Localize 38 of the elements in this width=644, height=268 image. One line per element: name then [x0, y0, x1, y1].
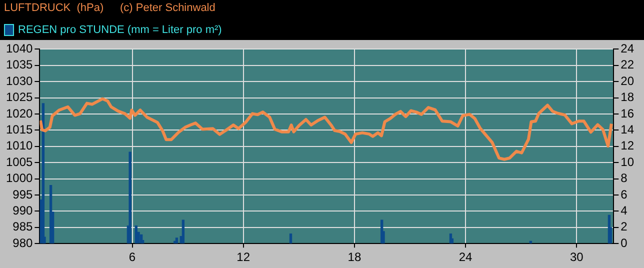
y-tick-label: 1000	[6, 171, 34, 186]
x-tick-label: 12	[236, 250, 250, 264]
bar	[289, 234, 292, 244]
bar	[128, 152, 132, 244]
y-tick-label: 985	[12, 220, 34, 234]
y2-tick-label: 10	[620, 154, 634, 169]
y-tick-label: 1020	[6, 106, 34, 120]
bar	[175, 238, 178, 244]
x-tick-label: 6	[128, 250, 136, 264]
y2-tick-label: 16	[620, 106, 634, 120]
y2-tick-label: 22	[620, 58, 634, 72]
y-tick-label: 1015	[6, 122, 34, 137]
x-tick-label: 24	[458, 250, 473, 264]
y-tick-label: 980	[12, 236, 34, 250]
y-tick-label: 1010	[6, 138, 34, 153]
y2-tick-label: 4	[620, 204, 628, 218]
y2-tick-label: 12	[620, 138, 634, 153]
x-tick-label: 18	[348, 250, 362, 264]
y-tick-label: 995	[12, 187, 34, 202]
y2-tick-label: 8	[620, 171, 628, 186]
y-tick-label: 1040	[6, 42, 34, 56]
y2-tick-label: 24	[620, 42, 634, 56]
y-tick-label: 990	[12, 204, 34, 218]
text: LUFTDRUCK (hPa)	[4, 2, 104, 14]
legend-label: REGEN pro STUNDE (mm = Liter pro m²)	[18, 24, 222, 36]
y2-tick-label: 2	[620, 220, 628, 234]
bar	[182, 220, 185, 244]
text: (c) Peter Schinwald	[120, 2, 216, 14]
y-tick-label: 1005	[6, 154, 34, 169]
y2-tick-label: 6	[620, 187, 628, 202]
y-tick-label: 1035	[6, 58, 34, 72]
y2-tick-label: 0	[620, 236, 628, 250]
y2-tick-label: 18	[620, 90, 634, 104]
y-tick-label: 1030	[6, 74, 34, 88]
y-tick-label: 1025	[6, 90, 34, 104]
y2-tick-label: 20	[620, 74, 634, 88]
y2-tick-label: 14	[620, 122, 634, 137]
x-tick-label: 30	[570, 250, 584, 264]
